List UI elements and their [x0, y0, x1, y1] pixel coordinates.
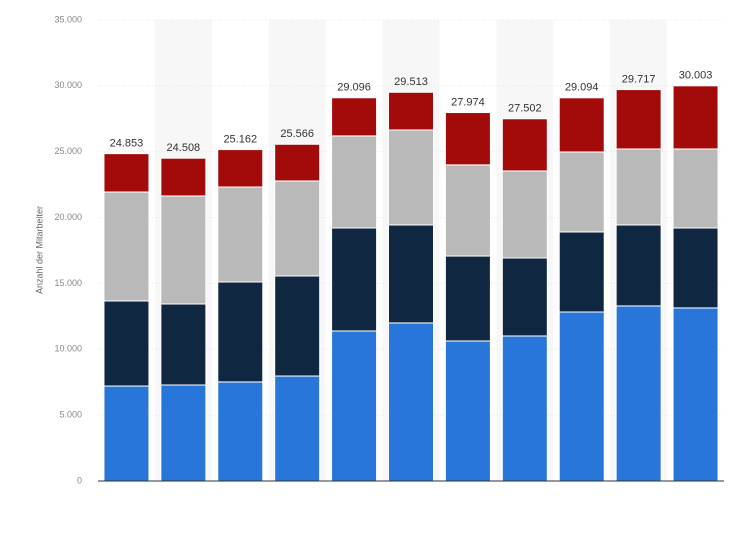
- bar-segment: [558, 311, 605, 482]
- bar-segment: [444, 164, 491, 257]
- bar-segment: [217, 381, 264, 482]
- bar-segment: [672, 85, 719, 150]
- y-tick-label: 20.000: [54, 212, 82, 222]
- bar-segment: [444, 255, 491, 342]
- bar-segment: [331, 330, 378, 482]
- total-label: 29.717: [622, 73, 656, 85]
- bar-segment: [672, 227, 719, 309]
- bar-segment: [331, 135, 378, 229]
- y-tick-label: 30.000: [54, 80, 82, 90]
- bar-segment: [444, 112, 491, 166]
- y-axis-label: Anzahl der Mitarbeiter: [34, 206, 44, 294]
- total-label: 29.094: [565, 82, 599, 94]
- bar-segment: [217, 281, 264, 383]
- bar-segment: [501, 118, 548, 172]
- total-label: 29.513: [394, 76, 428, 88]
- bar-segment: [558, 231, 605, 313]
- total-label: 27.502: [508, 103, 542, 115]
- total-label: 25.162: [223, 133, 257, 145]
- bar-segment: [501, 170, 548, 259]
- total-label: 25.566: [280, 128, 314, 140]
- bar-segment: [274, 275, 321, 377]
- bar-segment: [160, 157, 207, 197]
- y-tick-label: 25.000: [54, 146, 82, 156]
- bar-segment: [217, 149, 264, 188]
- bar-segment: [501, 257, 548, 337]
- bar-segment: [274, 375, 321, 482]
- bar-segment: [103, 191, 150, 302]
- total-label: 30.003: [679, 70, 713, 82]
- bar-segment: [103, 300, 150, 387]
- bar-segment: [331, 97, 378, 137]
- bar-segment: [388, 91, 434, 131]
- total-label: 24.853: [110, 138, 144, 150]
- total-label: 29.096: [337, 82, 371, 94]
- bar-segment: [672, 148, 719, 229]
- bar-segment: [103, 385, 150, 482]
- bar-segment: [615, 148, 662, 226]
- bar-segment: [388, 129, 434, 226]
- bar-segment: [217, 186, 264, 283]
- bar-segment: [672, 307, 719, 482]
- bar-segment: [274, 180, 321, 277]
- bar-segment: [388, 322, 434, 482]
- bar-segment: [388, 224, 434, 324]
- bar-segment: [331, 227, 378, 332]
- bar-segment: [160, 303, 207, 386]
- bar-segment: [444, 340, 491, 482]
- bar-segment: [558, 97, 605, 153]
- bar-segment: [103, 153, 150, 193]
- bar-segment: [160, 384, 207, 482]
- y-tick-label: 10.000: [54, 344, 82, 354]
- bar-segment: [160, 195, 207, 305]
- total-label: 27.974: [451, 96, 485, 108]
- bar-segment: [501, 335, 548, 482]
- bar-segment: [615, 224, 662, 307]
- y-tick-label: 0: [77, 475, 82, 485]
- total-label: 24.508: [167, 142, 201, 154]
- bar-segment: [615, 89, 662, 150]
- y-tick-label: 15.000: [54, 278, 82, 288]
- bar-segment: [615, 305, 662, 482]
- y-tick-label: 5.000: [59, 410, 82, 420]
- y-tick-label: 35.000: [54, 14, 82, 24]
- bar-segment: [558, 151, 605, 233]
- bar-segment: [274, 143, 321, 182]
